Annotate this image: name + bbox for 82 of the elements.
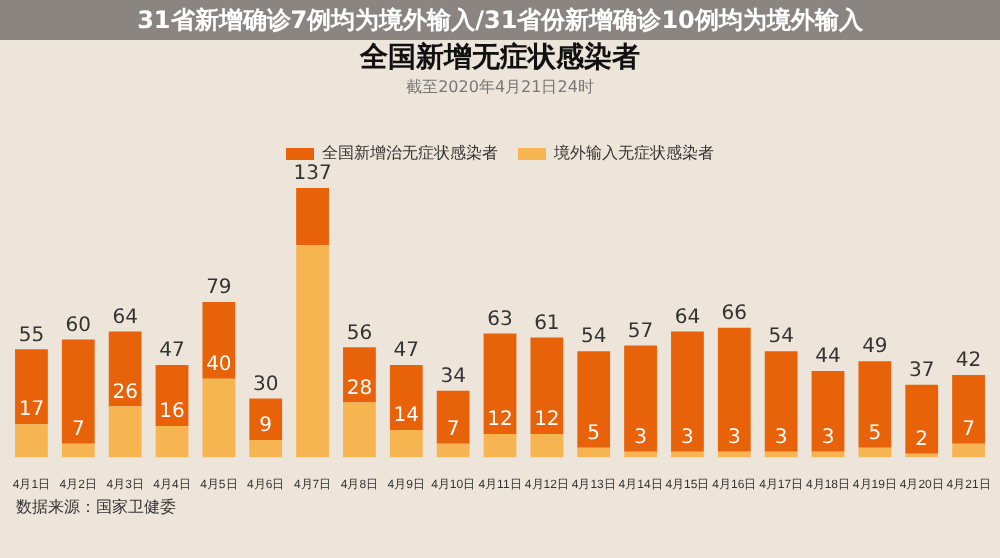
total-label: 37	[908, 359, 935, 382]
bar	[530, 433, 564, 458]
bar	[624, 345, 657, 452]
bar	[296, 244, 329, 458]
total-label: 47	[159, 340, 185, 363]
bar	[61, 339, 95, 444]
bar	[577, 351, 611, 448]
bar	[436, 390, 470, 444]
bar	[530, 337, 564, 434]
bar	[343, 347, 376, 403]
bar	[905, 384, 939, 454]
data-label: 7	[446, 419, 460, 442]
chart-title: 全国新增无症状感染者	[358, 40, 642, 76]
total-label: 49	[862, 336, 888, 359]
total-label: 66	[721, 302, 748, 325]
data-label: 3	[727, 426, 741, 449]
bar	[952, 374, 985, 444]
bar	[343, 402, 376, 458]
bar	[155, 426, 189, 458]
bar	[483, 333, 517, 434]
bar	[858, 447, 892, 458]
total-label: 56	[346, 322, 373, 345]
bar	[108, 406, 142, 458]
chart-subtitle: 截至2020年4月21日24时	[404, 76, 596, 98]
data-label: 7	[962, 419, 975, 442]
data-label: 9	[259, 415, 273, 438]
total-label: 54	[768, 326, 794, 349]
bar	[202, 378, 236, 458]
total-label: 137	[293, 163, 332, 186]
total-label: 64	[674, 306, 701, 329]
text: 31省新增确诊7例均为境外输入/31省份新增确诊10例均为境外输入	[0, 0, 1000, 40]
data-label: 7	[71, 419, 85, 442]
total-label: 42	[955, 350, 982, 373]
bar	[436, 443, 470, 458]
bar	[389, 365, 423, 431]
bar	[764, 351, 798, 452]
bar	[249, 398, 283, 440]
data-label: 40	[206, 354, 232, 377]
legend-label: 境外输入无症状感染者	[552, 144, 714, 163]
data-label: 16	[159, 401, 185, 424]
total-label: 64	[112, 306, 138, 329]
data-label: 3	[774, 426, 788, 449]
total-label: 54	[580, 326, 607, 349]
bar	[389, 430, 423, 458]
bar	[577, 447, 611, 458]
data-label: 26	[112, 381, 138, 404]
legend-label: 全国新增治无症状感染者	[322, 144, 498, 163]
total-label: 63	[487, 308, 513, 331]
bar	[296, 187, 329, 245]
total-label: 60	[65, 314, 92, 337]
data-label: 14	[393, 405, 420, 428]
data-label: 12	[534, 409, 560, 432]
data-label: 28	[346, 377, 373, 400]
total-label: 55	[18, 324, 45, 347]
bar	[811, 370, 845, 452]
bar	[61, 443, 95, 458]
bar	[15, 349, 48, 425]
total-label: 61	[534, 312, 560, 335]
bar	[249, 439, 283, 458]
bar	[108, 331, 142, 407]
data-label: 5	[587, 422, 601, 445]
data-label: 3	[681, 426, 694, 449]
total-label: 30	[252, 373, 279, 396]
bar	[15, 424, 48, 458]
total-label: 47	[393, 340, 420, 363]
bar	[202, 302, 236, 379]
data-label: 3	[821, 426, 835, 449]
data-label: 2	[915, 428, 929, 451]
total-label: 44	[815, 346, 841, 369]
data-label: 12	[487, 409, 513, 432]
total-label: 34	[440, 365, 466, 388]
data-label: 3	[634, 426, 647, 449]
bar	[671, 331, 704, 452]
total-label: 79	[206, 277, 232, 300]
bar	[717, 327, 751, 452]
data-label: 5	[868, 422, 882, 445]
source-note: 数据来源：国家卫健委	[14, 496, 178, 518]
bar	[483, 433, 517, 458]
total-label: 57	[627, 320, 654, 343]
data-label: 17	[18, 399, 45, 422]
bar	[952, 443, 985, 458]
bar	[858, 361, 892, 448]
